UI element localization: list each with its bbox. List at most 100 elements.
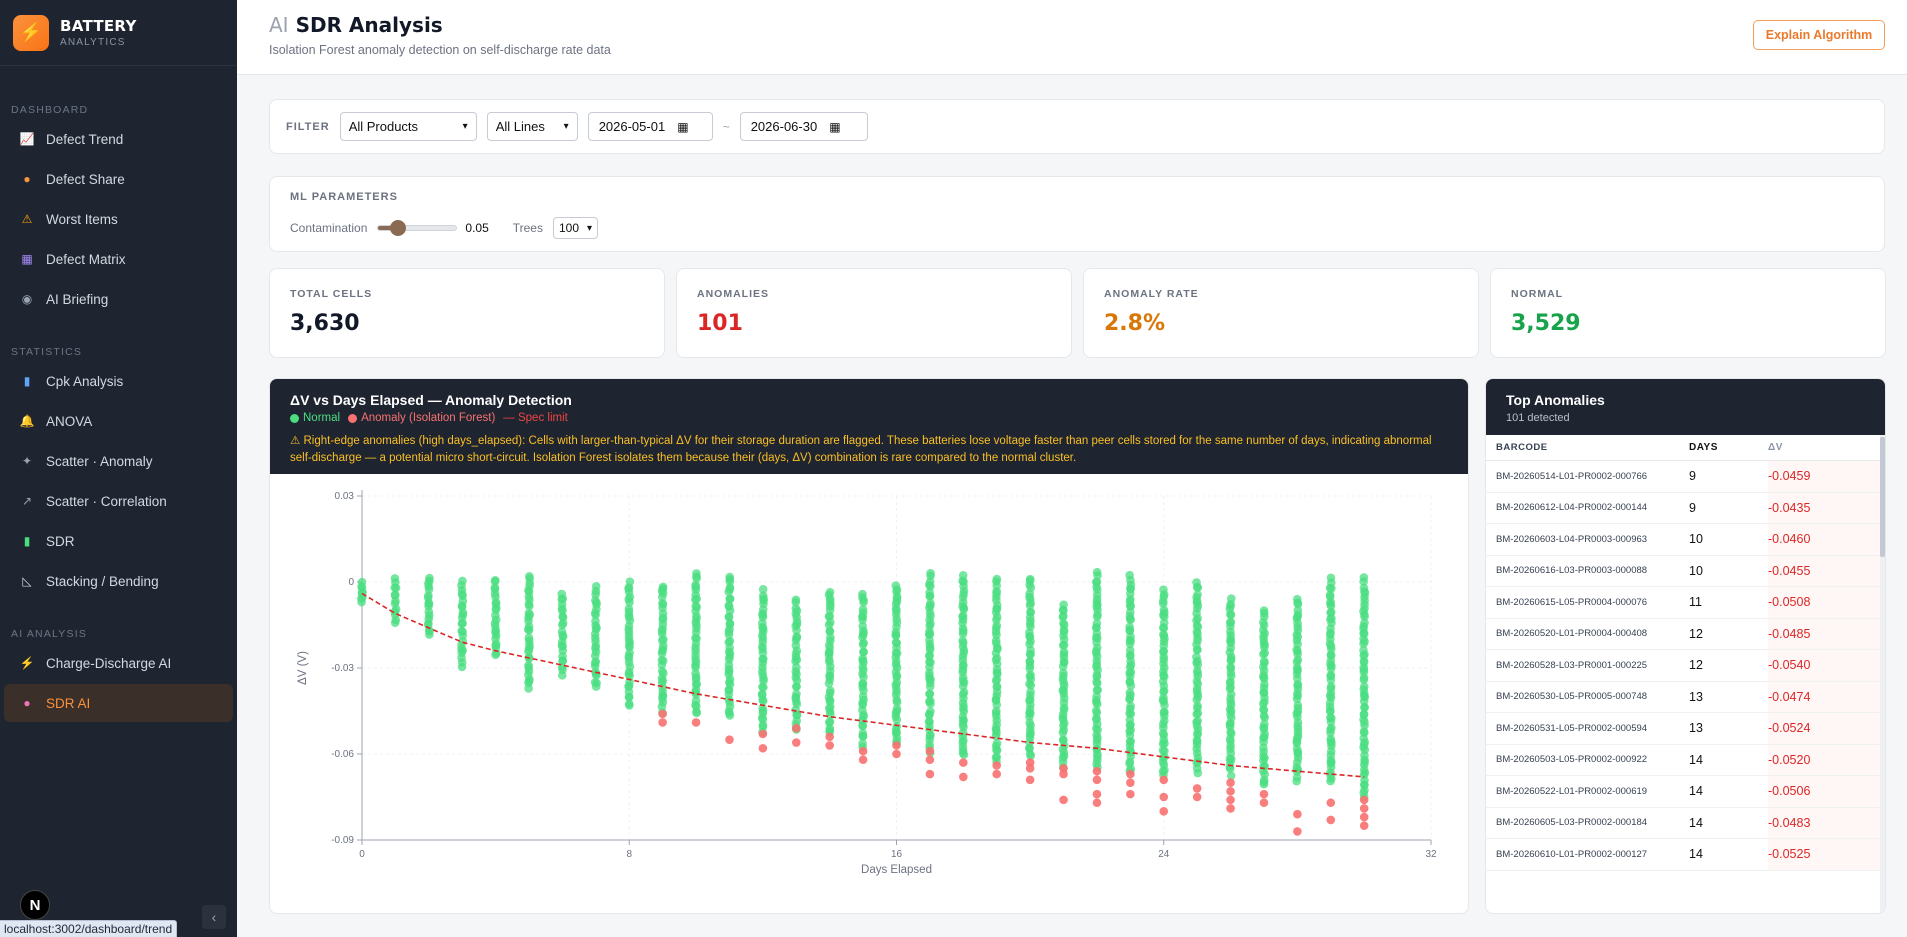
stat-label: ANOMALIES (697, 288, 769, 300)
sidebar-item-defect-trend[interactable]: 📈 Defect Trend (4, 120, 233, 158)
contamination-slider[interactable] (377, 220, 458, 236)
sidebar-item-scatter-correlation[interactable]: ↗ Scatter · Correlation (4, 482, 233, 520)
column-header[interactable]: DAYS (1689, 442, 1718, 453)
status-url: localhost:3002/dashboard/trend (0, 920, 178, 937)
normal-point (992, 745, 1001, 755)
sidebar-item-label: ANOVA (46, 413, 93, 429)
sidebar-item-defect-matrix[interactable]: ▦ Defect Matrix (4, 240, 233, 278)
table-row[interactable]: BM-20260503-L05-PR0002-000922 14 -0.0520 (1486, 744, 1881, 776)
table-row[interactable]: BM-20260605-L03-PR0002-000184 14 -0.0483 (1486, 807, 1881, 839)
normal-point (1058, 728, 1068, 737)
sidebar-item-sdr[interactable]: ▮ SDR (4, 522, 233, 560)
next-dev-badge[interactable]: N (20, 890, 50, 920)
delta-v-cell: -0.0520 (1768, 744, 1881, 775)
normal-point (1359, 639, 1368, 649)
sidebar-item-label: Scatter · Correlation (46, 493, 167, 509)
table-scrollbar-thumb[interactable] (1880, 437, 1885, 557)
normal-point (1159, 623, 1169, 633)
normal-point (959, 750, 969, 760)
column-header[interactable]: ΔV (1768, 442, 1783, 453)
x-tick-label: 24 (1158, 849, 1170, 860)
anomaly-point (825, 732, 834, 742)
sidebar-item-charge-discharge-ai[interactable]: ⚡ Charge-Discharge AI (4, 644, 233, 682)
product-select[interactable]: All Products ▾ (339, 112, 477, 141)
table-row[interactable]: BM-20260530-L05-PR0005-000748 13 -0.0474 (1486, 681, 1881, 713)
sidebar-item-stacking-bending[interactable]: ◺ Stacking / Bending (4, 562, 233, 600)
contamination-slider-fill (378, 226, 398, 230)
anomaly-point (1226, 804, 1235, 813)
barcode-cell: BM-20260615-L05-PR0004-000076 (1496, 596, 1648, 608)
normal-point (424, 585, 434, 594)
chart-header: ΔV vs Days Elapsed — Anomaly Detection N… (270, 379, 1468, 474)
date-to-input[interactable]: 2026-06-30 ▦ (739, 112, 868, 141)
battery-logo-icon: ⚡ (13, 14, 49, 51)
anomaly-point (658, 709, 667, 719)
table-row[interactable]: BM-20260616-L03-PR0003-000088 10 -0.0455 (1486, 555, 1881, 587)
sidebar-item-sdr-ai[interactable]: ● SDR AI (4, 684, 233, 722)
line-select[interactable]: All Lines ▾ (486, 112, 578, 141)
trees-select[interactable]: 100 ▾ (552, 217, 599, 239)
scatter-plot[interactable]: 0 8 16 24 32 0.03 0 -0.03 -0.06 -0.09 Days Elapsed… (270, 474, 1468, 914)
barcode-cell: BM-20260514-L01-PR0002-000766 (1496, 470, 1648, 482)
calendar-icon[interactable]: ▦ (829, 119, 841, 134)
table-row[interactable]: BM-20260514-L01-PR0002-000766 9 -0.0459 (1486, 461, 1881, 493)
trend-icon: ↗ (21, 494, 33, 508)
table-scrollbar-track[interactable] (1880, 435, 1885, 913)
normal-point (758, 648, 768, 658)
y-tick-label: -0.06 (331, 749, 354, 760)
normal-point (1292, 694, 1302, 704)
contamination-label: Contamination (290, 221, 368, 235)
anomaly-point (1126, 789, 1135, 799)
table-row[interactable]: BM-20260615-L05-PR0004-000076 11 -0.0508 (1486, 587, 1881, 619)
sidebar-item-label: SDR (46, 533, 75, 549)
normal-point (926, 699, 935, 709)
normal-point (557, 671, 567, 680)
anomaly-point (858, 755, 868, 765)
contamination-value: 0.05 (465, 221, 489, 235)
table-row[interactable]: BM-20260603-L04-PR0003-000963 10 -0.0460 (1486, 524, 1881, 556)
contamination-slider-thumb[interactable] (389, 220, 406, 236)
calendar-icon[interactable]: ▦ (677, 119, 689, 134)
sidebar-item-defect-share[interactable]: ● Defect Share (4, 160, 233, 198)
legend-spec-limit: — Spec limit (503, 412, 568, 424)
normal-point (558, 656, 567, 666)
anomaly-point (992, 761, 1002, 770)
sidebar-item-ai-briefing[interactable]: ◉ AI Briefing (4, 280, 233, 318)
anomaly-point (691, 718, 701, 727)
table-row[interactable]: BM-20260610-L01-PR0002-000127 14 -0.0525 (1486, 839, 1881, 871)
normal-point (1126, 615, 1135, 624)
date-from-input[interactable]: 2026-05-01 ▦ (587, 112, 713, 141)
table-row[interactable]: BM-20260531-L05-PR0002-000594 13 -0.0524 (1486, 713, 1881, 745)
anomaly-point (791, 723, 801, 733)
x-axis-label: Days Elapsed (861, 864, 932, 876)
normal-point (925, 591, 935, 601)
column-header[interactable]: BARCODE (1496, 442, 1548, 453)
table-row[interactable]: BM-20260522-L01-PR0002-000619 14 -0.0506 (1486, 776, 1881, 808)
normal-point (1125, 601, 1135, 610)
normal-point (1326, 601, 1336, 611)
brand[interactable]: ⚡ BATTERY ANALYTICS (0, 0, 237, 66)
sidebar-item-worst-items[interactable]: ⚠ Worst Items (4, 200, 233, 238)
sidebar-item-cpk-analysis[interactable]: ▮ Cpk Analysis (4, 362, 233, 400)
normal-point (1026, 681, 1036, 690)
normal-point (1225, 764, 1235, 773)
sidebar-item-anova[interactable]: 🔔 ANOVA (4, 402, 233, 440)
sidebar-item-label: Scatter · Anomaly (46, 453, 153, 469)
barcode-cell: BM-20260605-L03-PR0002-000184 (1496, 817, 1648, 829)
barcode-cell: BM-20260616-L03-PR0003-000088 (1496, 565, 1648, 577)
table-row[interactable]: BM-20260520-L01-PR0004-000408 12 -0.0485 (1486, 618, 1881, 650)
page-subtitle: Isolation Forest anomaly detection on se… (269, 43, 611, 57)
explain-algorithm-button[interactable]: Explain Algorithm (1753, 20, 1885, 50)
anomaly-chart-card: ΔV vs Days Elapsed — Anomaly Detection N… (269, 378, 1469, 914)
delta-v-cell: -0.0460 (1768, 524, 1881, 555)
table-row[interactable]: BM-20260528-L03-PR0001-000225 12 -0.0540 (1486, 650, 1881, 682)
normal-point (791, 597, 801, 607)
y-tick-label: -0.03 (331, 663, 354, 674)
normal-point (1192, 582, 1202, 592)
sidebar-item-scatter-anomaly[interactable]: ✦ Scatter · Anomaly (4, 442, 233, 480)
anomaly-point (1159, 807, 1169, 816)
table-row[interactable]: BM-20260612-L04-PR0002-000144 9 -0.0435 (1486, 492, 1881, 524)
normal-point (859, 672, 868, 682)
collapse-sidebar-button[interactable]: ‹ (202, 905, 226, 929)
days-cell: 9 (1689, 469, 1696, 484)
